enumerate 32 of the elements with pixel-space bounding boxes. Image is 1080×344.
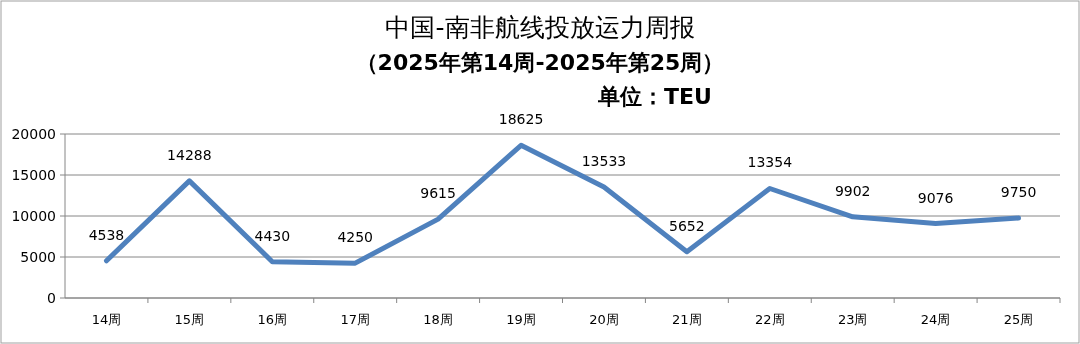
chart-title: 中国-南非航线投放运力周报	[385, 13, 695, 42]
data-label: 9750	[1000, 184, 1037, 201]
y-tick-label: 15000	[11, 167, 56, 183]
data-label: 4538	[88, 226, 125, 243]
y-tick-label: 20000	[11, 126, 56, 142]
y-tick-label: 10000	[11, 208, 56, 224]
x-tick-label: 23周	[837, 312, 868, 327]
y-tick-label: 5000	[20, 249, 56, 265]
data-label: 5652	[669, 217, 705, 234]
data-label: 13533	[581, 153, 627, 170]
x-tick-label: 17周	[340, 312, 370, 327]
data-label: 9902	[834, 182, 871, 199]
data-label: 14288	[167, 146, 212, 163]
x-tick-label: 20周	[589, 312, 619, 327]
text: 单位：TEU	[597, 84, 712, 109]
data-label: 9615	[420, 185, 456, 202]
data-label: 4250	[337, 229, 374, 246]
x-tick-label: 15周	[174, 312, 205, 327]
data-label: 13354	[747, 154, 793, 171]
y-tick-label: 0	[47, 290, 56, 306]
x-tick-label: 16周	[257, 312, 288, 327]
data-label: 4430	[254, 227, 291, 244]
x-tick-label: 22周	[755, 312, 785, 327]
x-tick-label: 25周	[1003, 312, 1034, 327]
data-label: 9076	[917, 189, 954, 206]
x-tick-label: 21周	[672, 312, 702, 327]
x-tick-label: 24周	[920, 312, 951, 327]
x-tick-label: 19周	[506, 312, 536, 327]
chart-subtitle: （2025年第14周-2025年第25周）	[355, 50, 725, 75]
x-tick-label: 14周	[91, 312, 122, 327]
x-tick-label: 18周	[423, 312, 453, 327]
data-label: 18625	[498, 111, 544, 128]
